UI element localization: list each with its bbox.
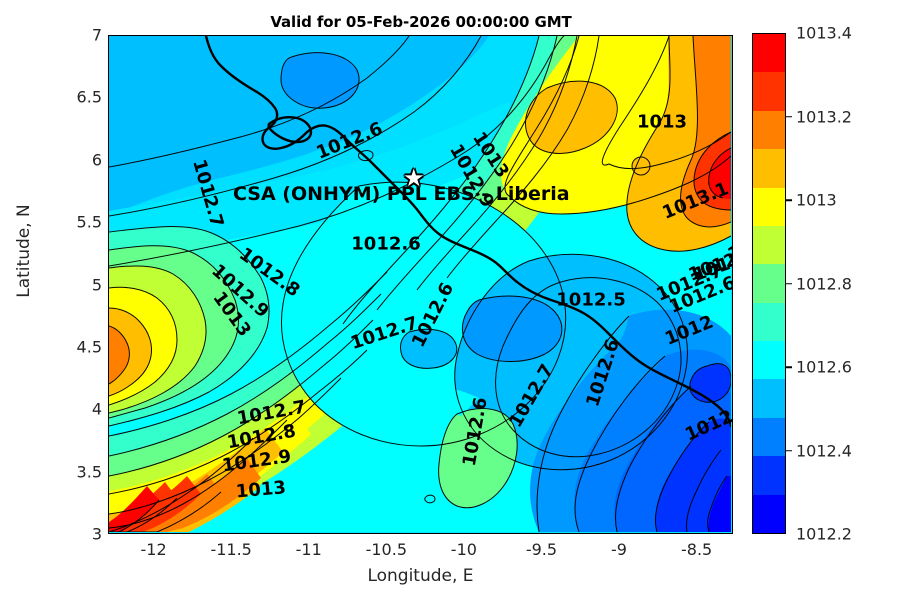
colorbar-tick-label: 1012.6 — [796, 357, 852, 377]
site-star-marker: ★ — [403, 164, 425, 192]
x-tick-label: -9 — [611, 540, 627, 559]
x-tick-label: -10.5 — [365, 540, 407, 559]
colorbar-band — [753, 494, 785, 533]
colorbar-band — [753, 110, 785, 150]
y-tick-label: 6.5 — [76, 87, 102, 107]
colorbar-tick-mark — [786, 199, 792, 201]
y-tick-label: 6 — [91, 150, 102, 170]
contour-surface — [109, 36, 731, 532]
y-tick-label: 3 — [91, 524, 102, 544]
colorbar-tick-label: 1012.8 — [796, 274, 852, 293]
y-tick-label: 4 — [91, 399, 102, 419]
colorbar-tick-mark — [786, 282, 792, 285]
colorbar-band — [753, 225, 785, 265]
colorbar-band — [753, 379, 785, 418]
colorbar-tick-mark — [786, 449, 792, 452]
colorbar-tick-label: 1013 — [796, 190, 837, 210]
colorbar-tick-label: 1013.2 — [796, 107, 852, 126]
contour-lines — [109, 36, 731, 532]
colorbar-band — [753, 72, 785, 111]
colorbar-band — [753, 456, 785, 495]
site-annotation-label: CSA (ONHYM) PPL EBS - Liberia — [233, 183, 570, 205]
x-tick-label: -9.5 — [525, 540, 558, 559]
colorbar-tick-label: 1012.4 — [796, 441, 852, 460]
x-tick-label: -11 — [295, 540, 322, 559]
colorbar-tick-label: 1013.4 — [796, 23, 852, 43]
colorbar-tick-labels: 1013.4 1013.2 1013 1012.8 1012.6 1012.4 1012.2 — [786, 24, 896, 544]
filled-contour-bands — [109, 36, 731, 532]
chart-title: Valid for 05-Feb-2026 00:00:00 GMT — [270, 13, 572, 31]
colorbar-band — [753, 417, 785, 457]
y-tick-label: 5.5 — [76, 212, 102, 232]
colorbar-band — [753, 149, 785, 188]
y-tick-label: 4.5 — [76, 337, 102, 357]
y-axis-ticks: 7 6.5 6 5.5 5 4.5 4 3.5 3 — [28, 26, 102, 544]
colorbar-band — [753, 34, 785, 73]
x-tick-label: -10 — [450, 540, 477, 559]
y-axis-title: Latitude, N — [14, 204, 34, 298]
colorbar[interactable] — [752, 33, 786, 534]
x-axis-title: Longitude, E — [367, 566, 474, 586]
x-tick-label: -11.5 — [210, 540, 252, 559]
colorbar-tick-label: 1012.2 — [796, 524, 852, 544]
x-tick-label: -12 — [140, 540, 167, 559]
y-tick-label: 5 — [91, 275, 102, 294]
colorbar-band — [753, 187, 785, 226]
x-axis-ticks: -12 -11.5 -11 -10.5 -10 -9.5 -9 -8.5 — [108, 540, 733, 564]
colorbar-band — [753, 302, 785, 341]
colorbar-band — [753, 264, 785, 303]
colorbar-band — [753, 341, 785, 380]
y-tick-label: 7 — [91, 25, 102, 45]
x-tick-label: -8.5 — [680, 540, 713, 559]
coastline-overlay — [204, 36, 731, 428]
y-tick-label: 3.5 — [76, 462, 102, 482]
colorbar-tick-mark — [786, 366, 792, 368]
contour-plot[interactable]: 1012.6 1012.7 1012.8 1012.9 1013 1012.9 1013 10… — [108, 35, 733, 534]
colorbar-tick-mark — [786, 115, 792, 118]
